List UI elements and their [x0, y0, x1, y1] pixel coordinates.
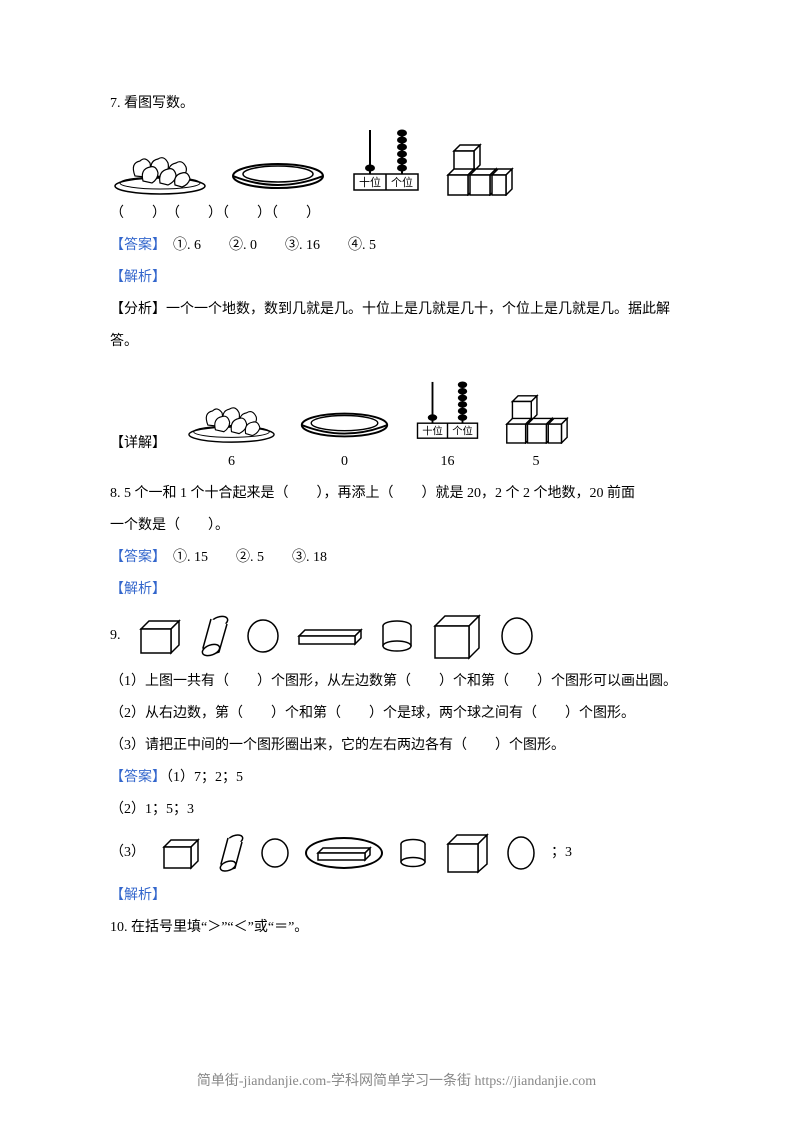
sphere-icon: [245, 618, 281, 654]
q9-num: 9.: [110, 622, 121, 650]
svg-text:个位: 个位: [391, 175, 413, 189]
q9-p3: （3）请把正中间的一个图形圈出来，它的左右两边各有（ ）个图形。: [110, 732, 683, 760]
abacus-icon: 十位 个位: [346, 126, 426, 196]
cuboid-icon: [135, 615, 185, 657]
q8-answers: ①. 15 ②. 5 ③. 18: [159, 550, 327, 565]
q7-jiexi: 【解析】: [110, 264, 683, 292]
q9-jiexi: 【解析】: [110, 882, 683, 910]
q7-blanks: （ ） （ ）（ ）（ ）: [110, 200, 683, 228]
fig-d-label: 5: [533, 448, 540, 476]
q7-answers: ①. 6 ②. 0 ③. 16 ④. 5: [159, 238, 376, 253]
q8-text2: 一个数是（ ）。: [110, 512, 683, 540]
cylinder-icon: [379, 618, 415, 654]
fig-c: 十位 个位 16: [410, 378, 485, 476]
fig-d: 5: [503, 392, 569, 476]
q7-fenxi: 【分析】一个一个地数，数到几就是几。十位上是几就是几十，个位上是几就是几。据此解: [110, 296, 683, 324]
svg-text:十位: 十位: [422, 424, 443, 437]
q9-p1: （1）上图一共有（ ）个图形，从左边数第（ ）个和第（ ）个图形可以画出圆。: [110, 668, 683, 696]
q9-p2: （2）从右边数，第（ ）个和第（ ）个是球，两个球之间有（ ）个图形。: [110, 700, 683, 728]
dumplings-plate-icon: [110, 141, 210, 196]
fig-a-label: 6: [228, 448, 235, 476]
cylinder-icon: [397, 837, 429, 869]
cylinder-tilted-icon: [199, 614, 231, 658]
bar-cuboid-icon: [315, 843, 373, 863]
q7-title: 7. 看图写数。: [110, 90, 683, 118]
svg-text:十位: 十位: [359, 175, 381, 189]
q9-a3-prefix: （3）: [110, 839, 145, 867]
q9-answer-3-row: （3） ；3: [110, 830, 683, 876]
q9-answer-1: 【答案】（1）7；2；5: [110, 764, 683, 792]
answer-label: 【答案】: [110, 770, 166, 785]
answer-label: 【答案】: [110, 550, 159, 565]
q7-fenxi-2: 答。: [110, 328, 683, 356]
bar-cuboid-icon: [295, 624, 365, 648]
cylinder-tilted-icon: [217, 833, 245, 873]
q8-jiexi: 【解析】: [110, 576, 683, 604]
dumplings-plate-icon: [184, 392, 279, 444]
q9-shapes: 9.: [110, 610, 683, 662]
page-footer: 简单街-jiandanjie.com-学科网简单学习一条街 https://ji…: [0, 1070, 793, 1090]
q10-text: 10. 在括号里填“＞”“＜”或“＝”。: [110, 914, 683, 942]
cube-large-icon: [443, 830, 491, 876]
fenxi-label: 【分析】: [110, 302, 166, 317]
q9-a1: （1）7；2；5: [166, 770, 243, 785]
cuboid-icon: [159, 834, 203, 872]
svg-text:个位: 个位: [452, 424, 473, 437]
q8-answer-line: 【答案】 ①. 15 ②. 5 ③. 18: [110, 544, 683, 572]
q7-answer-line: 【答案】 ①. 6 ②. 0 ③. 16 ④. 5: [110, 232, 683, 260]
fig-c-label: 16: [441, 448, 455, 476]
abacus-icon: 十位 个位: [410, 378, 485, 444]
fig-b-label: 0: [341, 448, 348, 476]
fig-b: 0: [297, 406, 392, 476]
answer-label: 【答案】: [110, 238, 159, 253]
fig-a: 6: [184, 392, 279, 476]
page-content: 7. 看图写数。 十位 个位: [0, 0, 793, 986]
q9-a2: （2）1；5；3: [110, 796, 683, 824]
q7-detail-row: 【详解】 6 0: [110, 378, 683, 476]
empty-plate-icon: [228, 156, 328, 196]
xiangjie-label: 【详解】: [110, 430, 166, 458]
fenxi-text: 一个一个地数，数到几就是几。十位上是几就是几十，个位上是几就是几。据此解: [166, 302, 670, 317]
q9-a3-suffix: ；3: [551, 839, 572, 867]
cube-large-icon: [429, 610, 485, 662]
sphere-icon: [505, 835, 537, 871]
q8-text: 8. 5 个一和 1 个十合起来是（ ），再添上（ ）就是 20，2 个 2 个…: [110, 480, 683, 508]
cubes-icon: [503, 392, 569, 444]
sphere-icon: [499, 616, 535, 656]
empty-plate-icon: [297, 406, 392, 444]
sphere-icon: [259, 837, 291, 869]
cubes-icon: [444, 141, 514, 196]
q7-figures-top: 十位 个位: [110, 126, 683, 196]
circled-shape: [305, 837, 383, 869]
